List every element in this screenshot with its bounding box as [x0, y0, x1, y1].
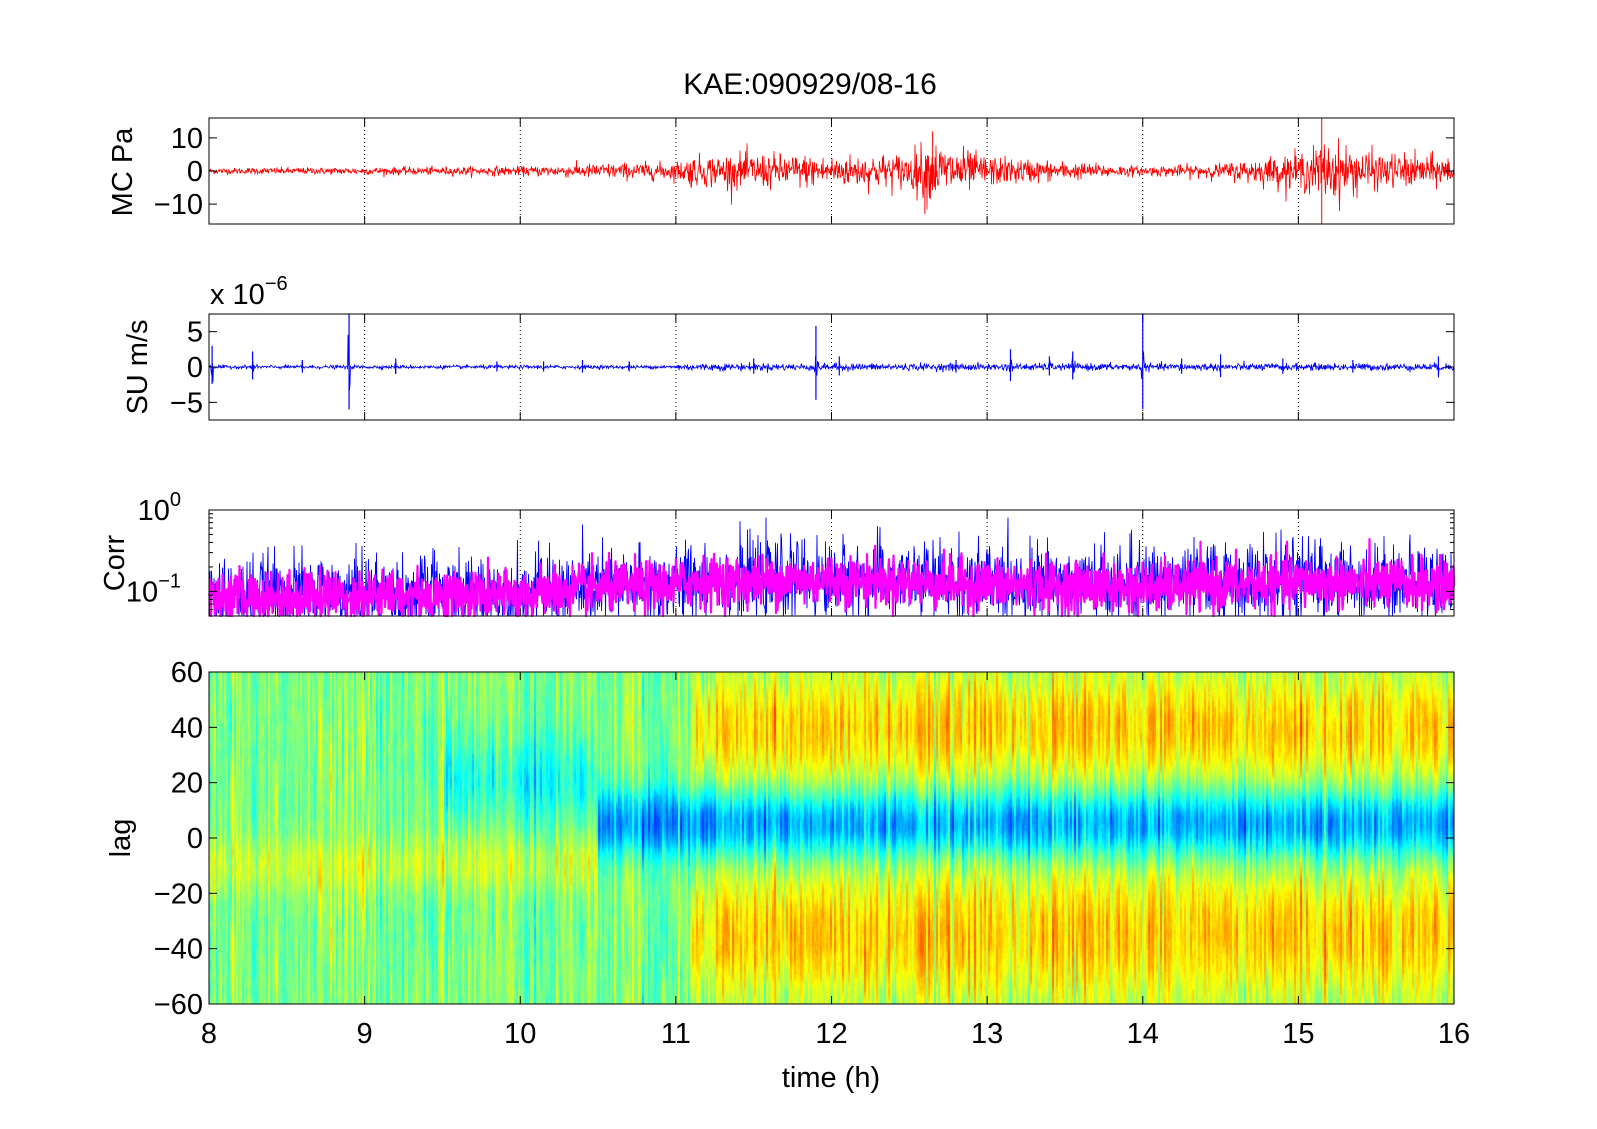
x-tick-label: 16	[1438, 1018, 1470, 1050]
panel-lag-heatmap: −60 −40 −20 0 20 40 60 8 9 10 11 12 13 14 15 16 lag ti…	[105, 657, 1470, 1094]
heatmap-container	[209, 672, 1454, 1004]
x-tick-label: 12	[815, 1018, 847, 1050]
x-tick-label: 14	[1127, 1018, 1159, 1050]
series-line	[208, 137, 1455, 212]
panel-seismometer-ylabel: SU m/s	[122, 319, 154, 414]
y-tick-label: 0	[187, 156, 203, 188]
y-tick-label: 40	[171, 712, 203, 744]
panel-lag-heatmap-ylabel: lag	[105, 819, 137, 858]
exponent-power: −6	[265, 273, 288, 295]
x-tick-label: 13	[971, 1018, 1003, 1050]
y-tick-label: −20	[154, 878, 203, 910]
series-line	[207, 538, 1456, 618]
tick-power: 0	[170, 489, 181, 511]
x-tick-label: 10	[504, 1018, 536, 1050]
y-tick-label: 20	[171, 768, 203, 800]
tick-base: 10	[138, 495, 170, 527]
x-tick-label: 11	[661, 1018, 691, 1050]
panel-seismometer-exponent: x 10−6	[210, 273, 288, 311]
panel-microphone-ylabel: MC Pa	[107, 127, 139, 217]
y-tick-label: 10−1	[126, 570, 181, 608]
series-line	[208, 324, 1455, 391]
y-tick-label: −60	[154, 989, 203, 1021]
y-tick-label: 100	[138, 489, 181, 527]
tick-power: −1	[158, 570, 181, 592]
panel-correlation-frame	[208, 509, 1455, 617]
panel-correlation-ylabel: Corr	[99, 534, 131, 591]
y-tick-label: −40	[154, 934, 203, 966]
figure-title: KAE:090929/08-16	[683, 68, 937, 101]
panel-seismometer-trace	[208, 314, 1455, 410]
x-tick-label: 9	[357, 1018, 373, 1050]
panel-lag-heatmap-y-ticks: −60 −40 −20 0 20 40 60	[154, 657, 1454, 1021]
x-tick-label: 15	[1282, 1018, 1314, 1050]
panel-lag-heatmap-xlabel: time (h)	[782, 1062, 880, 1094]
panel-lag-heatmap-x-ticks: 8 9 10 11 12 13 14 15 16	[201, 672, 1470, 1050]
y-tick-label: 10	[171, 123, 203, 155]
y-tick-label: 0	[187, 352, 203, 384]
y-tick-label: 5	[187, 317, 203, 349]
y-tick-label: 0	[187, 823, 203, 855]
panel-seismometer-y-ticks: −505	[170, 317, 1454, 419]
panel-seismometer: −505 SU m/s x 10−6	[122, 273, 1455, 421]
tick-base: 10	[126, 576, 158, 608]
heatmap-canvas	[209, 672, 1454, 1004]
x-tick-label: 8	[201, 1018, 217, 1050]
y-tick-label: −10	[154, 189, 203, 221]
panel-microphone-trace	[208, 118, 1455, 224]
panel-correlation-trace-magenta	[207, 538, 1456, 618]
y-tick-label: −5	[170, 387, 203, 419]
y-tick-label: 60	[171, 657, 203, 689]
exponent-base: x 10	[210, 279, 265, 311]
